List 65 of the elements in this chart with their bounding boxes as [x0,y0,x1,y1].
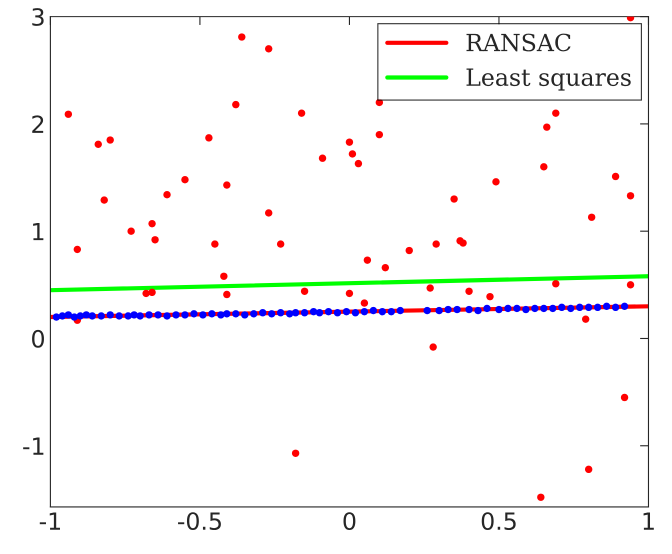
point [354,160,362,168]
point [620,394,628,402]
point [94,140,102,148]
point [106,136,114,144]
point [543,123,550,131]
point [223,181,231,189]
point [364,256,372,264]
point [276,240,284,248]
point [223,290,231,298]
point [265,45,272,52]
point [232,100,240,108]
point [552,280,560,288]
point [298,110,306,117]
y-tick-label: -1 [23,438,44,455]
point [465,288,473,295]
point [626,281,634,289]
y-tick-label: 2 [32,115,44,133]
point [148,220,156,228]
point [348,150,356,158]
point [148,288,156,296]
point [459,239,467,247]
point [318,154,326,162]
x-tick-label: 0.5 [482,512,516,530]
point [626,192,634,200]
x-tick-label: -0.5 [178,512,221,530]
point [346,290,354,298]
point [450,195,458,203]
point [292,450,300,457]
point [585,466,592,474]
point [265,209,272,217]
point [205,134,213,142]
point [211,240,219,248]
point [429,343,437,351]
point [486,292,494,300]
point [238,33,246,41]
point [100,196,108,204]
point [552,110,560,117]
point [64,110,72,118]
legend-label: RANSAC [466,34,571,52]
point [426,284,434,292]
point [612,172,620,180]
legend-label: Least squares [466,68,631,91]
point [163,191,171,198]
point [127,228,135,235]
point [300,288,308,295]
x-tick-label: 1 [644,512,654,530]
point [382,264,389,272]
point [74,246,81,254]
point [360,299,368,307]
point [346,138,354,146]
y-tick-label: 1 [33,222,44,240]
point [537,494,544,501]
y-tick-label: 3 [32,8,44,26]
point [432,240,440,248]
point [181,176,189,184]
y-tick-label: 0 [32,330,44,348]
point [406,246,413,254]
point [376,130,384,138]
point [582,315,590,323]
x-tick-label: 0 [343,512,356,530]
point [588,214,596,221]
point [540,163,548,170]
point [220,272,228,280]
point [492,178,500,186]
point [151,236,159,244]
